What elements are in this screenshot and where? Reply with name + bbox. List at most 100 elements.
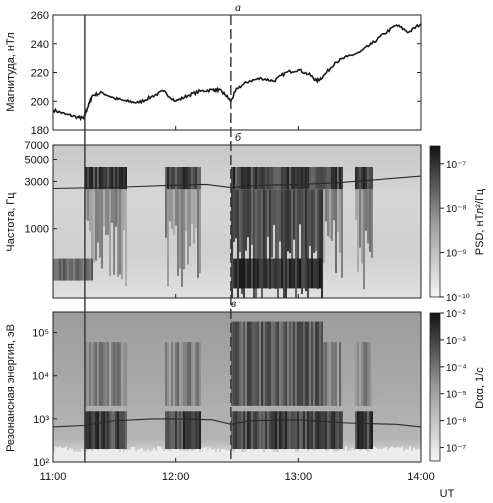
panel-b-cell <box>285 258 287 289</box>
panel-b-cell <box>57 258 59 281</box>
panel-b-cell <box>85 189 87 220</box>
panel-b-cell <box>321 166 323 190</box>
panel-c-cell <box>75 451 77 462</box>
panel-c-cell <box>193 342 195 406</box>
panel-c-cell <box>121 411 123 450</box>
panel-b-cbtick-label: 10⁻⁷ <box>446 160 466 171</box>
panel-b-cell <box>309 189 311 246</box>
panel-b-cell <box>251 189 253 245</box>
panel-c-cell <box>109 448 111 462</box>
panel-c-cell <box>131 447 133 462</box>
panel-b-cell <box>113 189 115 275</box>
panel-b-cell <box>309 258 311 289</box>
panel-b-cell <box>247 258 249 289</box>
panel-b-cell <box>263 166 265 190</box>
panel-c-cell <box>255 411 257 450</box>
panel-a-frame <box>52 14 422 131</box>
panel-b-cell <box>165 166 167 190</box>
panel-b-cell <box>369 166 371 190</box>
panel-c-cell <box>289 411 291 450</box>
panel-b-cell <box>295 258 297 289</box>
panel-c-cell <box>317 411 319 450</box>
panel-c-cell <box>185 451 187 462</box>
panel-c-cell <box>101 342 103 406</box>
panel-c-cell <box>363 448 365 462</box>
panel-c-cell <box>289 449 291 462</box>
panel-c-cell <box>259 321 261 406</box>
panel-b-cell <box>233 189 235 242</box>
panel-b-cell <box>87 189 89 221</box>
panel-c-cell <box>165 449 167 462</box>
panel-b-cell <box>121 166 123 190</box>
panel-b-cell <box>71 258 73 281</box>
panel-b-cell <box>75 258 77 281</box>
panel-b-cell <box>89 189 91 232</box>
panel-b-cell <box>261 189 263 298</box>
panel-c-cell <box>69 448 71 462</box>
panel-c-cell <box>281 321 283 406</box>
panel-b-cell <box>315 258 317 289</box>
panel-c-cell <box>261 321 263 406</box>
panel-c-cell <box>153 448 155 462</box>
panel-c-cell <box>127 449 129 462</box>
panel-c-cell <box>315 411 317 450</box>
panel-c-cell <box>101 446 103 462</box>
panel-c-cell <box>61 448 63 462</box>
panel-b-cell <box>261 258 263 289</box>
panel-b-cell <box>91 189 93 269</box>
panel-c-cell <box>359 450 361 462</box>
panel-c-cell <box>205 447 207 462</box>
panel-b-ytick-label: 7000 <box>25 140 49 152</box>
panel-c-cell <box>397 447 399 462</box>
panel-c-cell <box>323 448 325 462</box>
panel-c-cell <box>273 451 275 462</box>
panel-b-cell <box>69 258 71 281</box>
panel-c-cell <box>377 448 379 462</box>
panel-c-cell <box>257 321 259 406</box>
panel-b-cell <box>261 166 263 190</box>
panel-c-cell <box>373 446 375 462</box>
panel-c-cell <box>333 411 335 450</box>
panel-c-cell <box>243 451 245 462</box>
panel-b-cell <box>371 189 373 258</box>
panel-c-cell <box>119 411 121 450</box>
panel-c-cell <box>325 411 327 450</box>
panel-c-cell <box>221 448 223 462</box>
panel-c-cell <box>251 411 253 450</box>
panel-c-cell <box>109 342 111 406</box>
panel-c-cell <box>119 342 121 406</box>
panel-c: в Резонансная энергия, эВ 10² 10³ 10⁴ 10⁵ 1… <box>5 296 486 469</box>
panel-b-cell <box>325 166 327 190</box>
panel-c-cell <box>193 411 195 450</box>
panel-b-cell <box>335 166 337 190</box>
panel-b-cell <box>289 189 291 254</box>
panel-c-cell <box>355 411 357 450</box>
panel-c-cell <box>171 342 173 406</box>
panel-c-cell <box>225 449 227 462</box>
panel-c-cell <box>331 342 333 406</box>
panel-b-cell <box>93 189 95 264</box>
panel-c-cell <box>347 451 349 462</box>
panel-b-cell <box>115 166 117 190</box>
panel-c-cell <box>255 448 257 462</box>
panel-c-cell <box>335 452 337 462</box>
panel-b-cell <box>177 166 179 190</box>
panel-c-cell <box>305 448 307 462</box>
panel-c-cell <box>125 411 127 450</box>
panel-c-cell <box>195 342 197 406</box>
panel-c-cell <box>95 342 97 406</box>
panel-c-cell <box>271 411 273 450</box>
panel-b-ylabel: Частота, Гц <box>5 192 17 252</box>
panel-c-cell <box>113 342 115 406</box>
panel-b-cell <box>185 189 187 232</box>
panel-b-cell <box>231 258 233 289</box>
panel-c-cell <box>341 411 343 450</box>
panel-c-cell <box>147 449 149 462</box>
panel-b-cell <box>281 189 283 283</box>
panel-b-cell <box>83 258 85 281</box>
panel-c-cell <box>177 411 179 450</box>
panel-c-cell <box>299 448 301 462</box>
panel-c-cell <box>165 342 167 406</box>
panel-c-cell <box>269 321 271 406</box>
